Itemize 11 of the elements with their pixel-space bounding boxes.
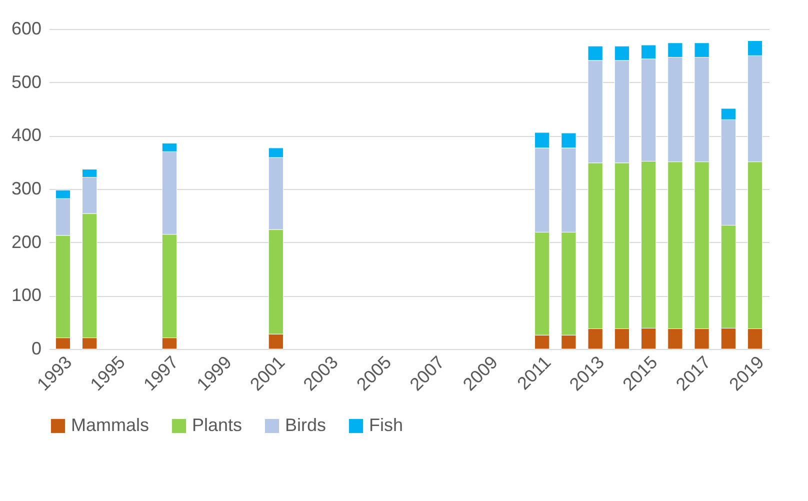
y-tick-label: 0: [31, 338, 42, 358]
y-tick-label: 400: [11, 125, 42, 146]
y-tick-label: 600: [11, 18, 42, 38]
y-tick-label: 300: [11, 178, 42, 198]
legend-label: Birds: [285, 415, 326, 435]
legend-label: Mammals: [71, 415, 150, 435]
legend-label: Fish: [369, 415, 404, 435]
y-tick-label: 200: [11, 232, 42, 252]
y-tick-label: 500: [11, 72, 42, 92]
y-tick-label: 100: [11, 285, 42, 306]
legend-label: Plants: [192, 415, 242, 435]
